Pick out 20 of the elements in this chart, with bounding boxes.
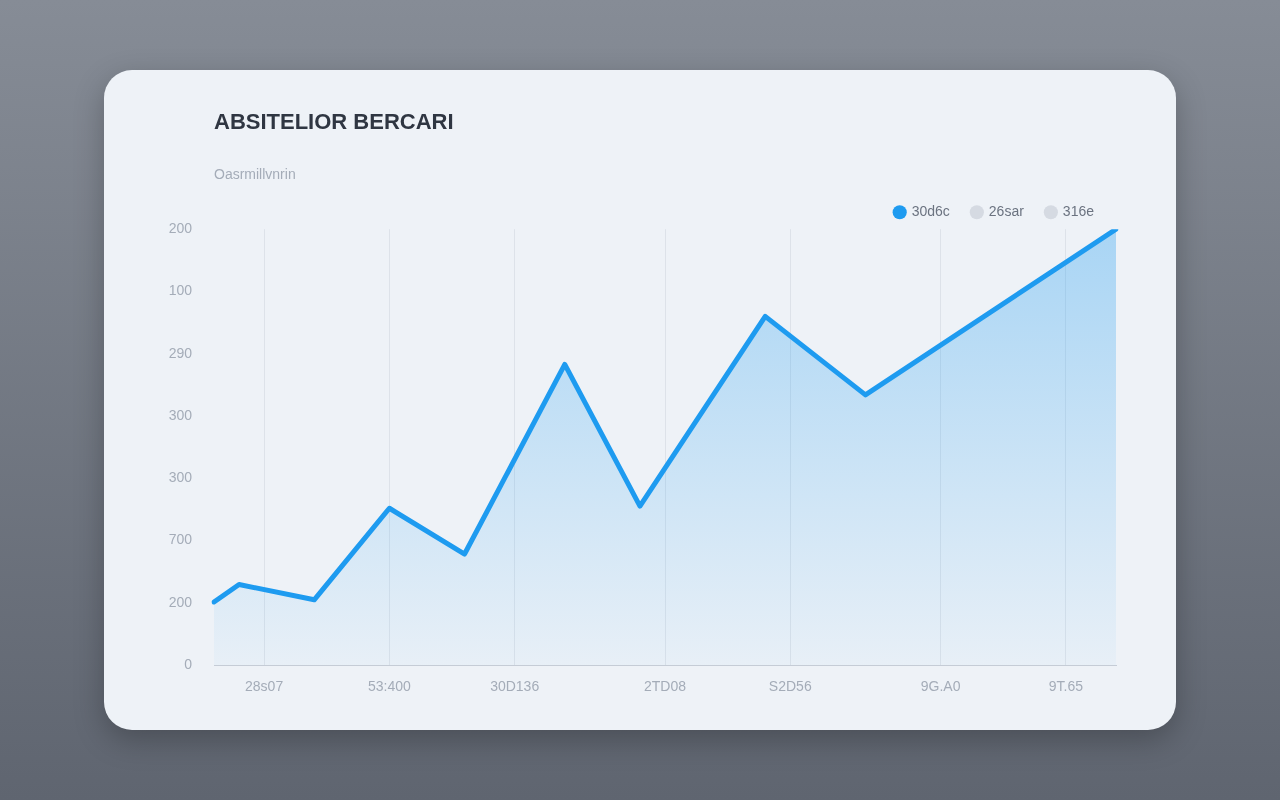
x-tick-label: 9T.65 <box>1048 678 1084 695</box>
text: 700 <box>168 531 193 548</box>
legend-label: 26sar <box>988 203 1025 220</box>
text: 300 <box>168 406 193 423</box>
x-tick-label: 2TD08 <box>643 678 687 695</box>
text: 290 <box>168 344 193 361</box>
legend-label: 316e <box>1062 203 1095 220</box>
text: 100 <box>168 282 193 299</box>
x-tick-label: S2D56 <box>768 678 812 695</box>
text: 200 <box>168 593 193 610</box>
x-tick-label: 28s07 <box>245 678 284 695</box>
text: 200 <box>168 220 193 237</box>
text: 300 <box>168 469 193 486</box>
x-tick-label: 30D136 <box>490 678 540 695</box>
chart-subtitle: Oasrmillvnrin <box>214 165 296 182</box>
legend-label: 30d6c <box>911 203 950 220</box>
x-tick-label: 9G.A0 <box>920 678 961 695</box>
chart-title: ABSITELIOR BERCARI <box>214 109 454 135</box>
text: 0 <box>184 656 193 673</box>
x-tick-label: 53:400 <box>367 678 412 695</box>
